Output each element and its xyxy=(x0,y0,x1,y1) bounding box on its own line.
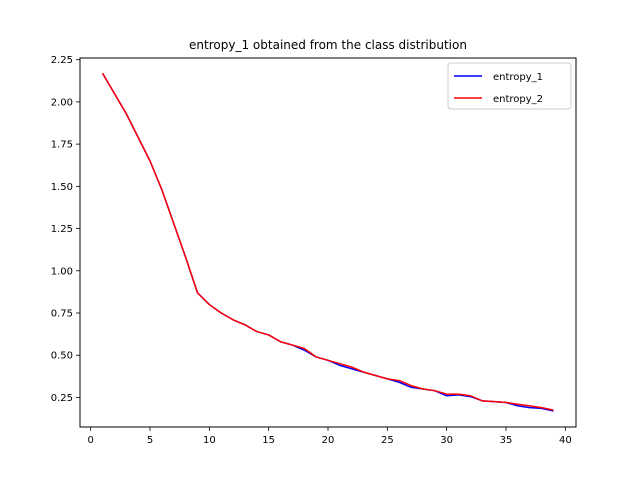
y-tick-label: 0.25 xyxy=(51,393,73,404)
x-tick-label: 35 xyxy=(500,435,513,446)
chart-title: entropy_1 obtained from the class distri… xyxy=(189,38,467,52)
x-tick-label: 25 xyxy=(381,435,394,446)
x-tick-label: 0 xyxy=(87,435,93,446)
x-axis: 0 5 10 15 20 25 30 35 40 xyxy=(87,427,572,446)
x-tick-label: 20 xyxy=(322,435,335,446)
x-tick-label: 15 xyxy=(262,435,275,446)
x-tick-label: 40 xyxy=(559,435,572,446)
series-group xyxy=(101,72,554,412)
y-tick-label: 2.00 xyxy=(51,97,73,108)
y-axis: 0.25 0.50 0.75 1.00 1.25 1.50 1.75 2.00 2.25 xyxy=(51,55,80,404)
y-tick-label: 1.50 xyxy=(51,182,73,193)
y-tick-label: 0.75 xyxy=(51,309,73,320)
x-tick-label: 30 xyxy=(440,435,453,446)
y-tick-label: 0.50 xyxy=(51,351,73,362)
plot-area-frame xyxy=(79,57,577,428)
y-tick-label: 1.25 xyxy=(51,224,73,235)
y-tick-label: 2.25 xyxy=(51,55,73,66)
x-tick-label: 5 xyxy=(147,435,153,446)
x-tick-label: 10 xyxy=(203,435,216,446)
legend: entropy_1 entropy_2 xyxy=(447,62,572,110)
y-tick-label: 1.75 xyxy=(51,140,73,151)
y-tick-label: 1.00 xyxy=(51,266,73,277)
legend-label: entropy_1 xyxy=(493,72,543,83)
series-line-entropy-2 xyxy=(101,72,554,411)
legend-label: entropy_2 xyxy=(493,94,543,105)
